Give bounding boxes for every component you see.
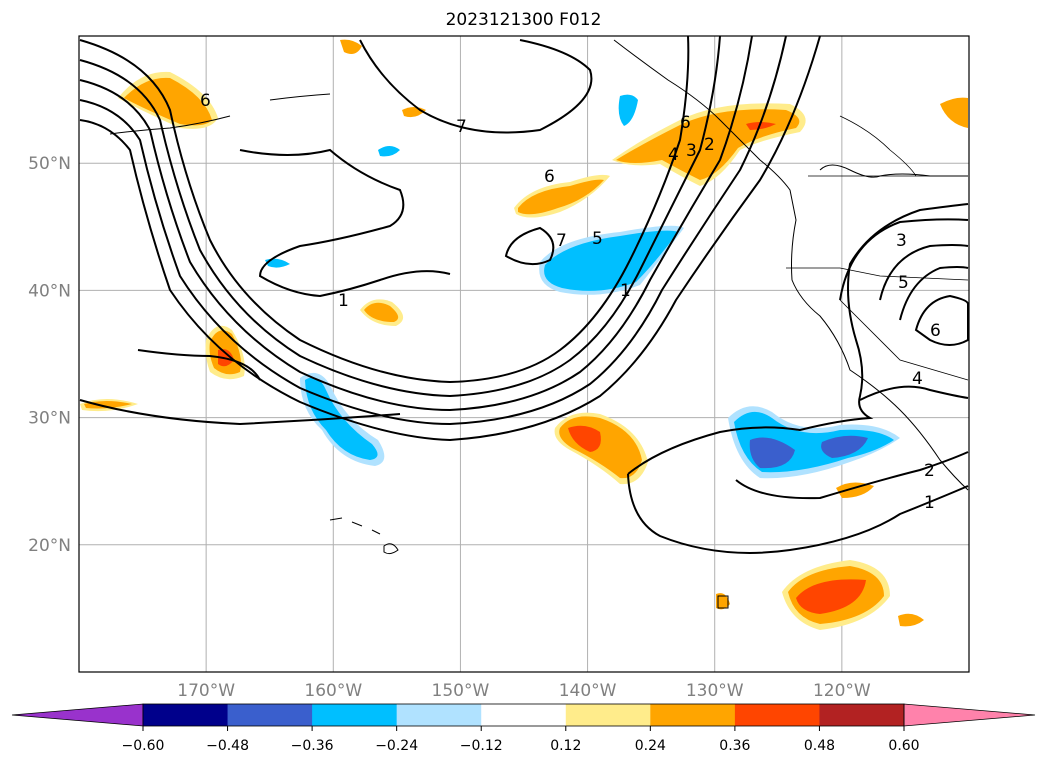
colorbar-tick-label: −0.60 bbox=[122, 738, 165, 754]
contour-label: 1 bbox=[620, 281, 631, 301]
map-title: 2023121300 F012 bbox=[445, 10, 602, 30]
colorbar-tick-label: 0.60 bbox=[888, 738, 919, 754]
lon-tick-label: 120°W bbox=[813, 681, 871, 701]
positive-region bbox=[898, 613, 924, 627]
colorbar-segment bbox=[819, 704, 905, 726]
colorbar-segment bbox=[312, 704, 398, 726]
positive-region bbox=[364, 302, 399, 322]
colorbar-tick-label: −0.36 bbox=[291, 738, 334, 754]
positive-region bbox=[940, 97, 968, 128]
lat-tick-label: 40°N bbox=[28, 281, 71, 301]
positive-region bbox=[746, 122, 776, 130]
contour-label: 7 bbox=[556, 231, 567, 251]
colorbar-tick-label: −0.12 bbox=[460, 738, 503, 754]
colorbar-tick-label: −0.48 bbox=[206, 738, 249, 754]
positive-region bbox=[716, 593, 730, 610]
lat-tick-label: 20°N bbox=[28, 536, 71, 556]
positive-region bbox=[559, 416, 642, 479]
lat-tick-label: 30°N bbox=[28, 409, 71, 429]
colorbar-tick-label: 0.12 bbox=[550, 738, 581, 754]
lon-tick-label: 160°W bbox=[304, 681, 362, 701]
contour-labels: 6 7 6 7 5 1 4 3 2 6 1 3 5 6 4 2 1 bbox=[200, 91, 941, 513]
colorbar-tick-label: 0.36 bbox=[719, 738, 750, 754]
positive-region bbox=[518, 179, 604, 215]
negative-region bbox=[618, 94, 638, 126]
negative-region bbox=[821, 435, 868, 458]
lon-tick-label: 170°W bbox=[177, 681, 235, 701]
positive-region bbox=[568, 425, 601, 452]
colorbar-tick-label: 0.48 bbox=[804, 738, 835, 754]
lat-tick-label: 50°N bbox=[28, 154, 71, 174]
colorbar-segment bbox=[227, 704, 313, 726]
colorbar-frame bbox=[142, 703, 905, 727]
contour-label: 6 bbox=[200, 91, 211, 111]
contour-lines bbox=[79, 35, 969, 554]
colorbar-segment bbox=[734, 704, 820, 726]
lon-tick-label: 150°W bbox=[432, 681, 490, 701]
positive-region bbox=[84, 401, 132, 409]
negative-region bbox=[544, 230, 678, 291]
colorbar-segment bbox=[650, 704, 736, 726]
contour-label: 4 bbox=[912, 369, 923, 389]
contour-label: 5 bbox=[898, 273, 909, 293]
contour-label: 3 bbox=[896, 231, 907, 251]
contour-label: 2 bbox=[704, 135, 715, 155]
contour-label: 1 bbox=[924, 493, 935, 513]
contour-label: 3 bbox=[686, 141, 697, 161]
axis-labels: 20°N 30°N 40°N 50°N 170°W 160°W 150°W 140°W 130°… bbox=[28, 154, 871, 701]
contour-label: 7 bbox=[456, 117, 467, 137]
negative-region bbox=[378, 146, 400, 157]
positive-region bbox=[796, 579, 866, 614]
contour-label: 6 bbox=[680, 113, 691, 133]
colorbar-segment bbox=[481, 704, 567, 726]
contour-label: 4 bbox=[668, 145, 679, 165]
positive-region bbox=[340, 39, 362, 54]
colorbar-segment bbox=[396, 704, 482, 726]
positive-region bbox=[836, 482, 874, 498]
lon-tick-label: 130°W bbox=[686, 681, 744, 701]
lon-tick-label: 140°W bbox=[559, 681, 617, 701]
colorbar-extend-min bbox=[11, 703, 144, 727]
negative-region bbox=[749, 437, 795, 469]
contour-label: 2 bbox=[924, 461, 935, 481]
colorbar: −0.60 −0.48 −0.36 −0.24 −0.12 0.12 0.24 0.36 0.4… bbox=[11, 703, 1036, 754]
contour-label: 5 bbox=[592, 229, 603, 249]
colorbar-segment bbox=[565, 704, 651, 726]
contour-label: 1 bbox=[338, 291, 349, 311]
colorbar-extend-max bbox=[903, 703, 1036, 727]
colorbar-tick-label: 0.24 bbox=[635, 738, 666, 754]
negative-region bbox=[265, 258, 290, 268]
contour-label: 6 bbox=[930, 321, 941, 341]
contour-label: 6 bbox=[544, 167, 555, 187]
coastlines bbox=[109, 39, 969, 609]
colorbar-segment bbox=[143, 704, 229, 726]
positive-region bbox=[124, 77, 212, 126]
map-frame bbox=[78, 35, 970, 673]
colorbar-tick-label: −0.24 bbox=[375, 738, 418, 754]
shaded-field bbox=[80, 39, 968, 630]
